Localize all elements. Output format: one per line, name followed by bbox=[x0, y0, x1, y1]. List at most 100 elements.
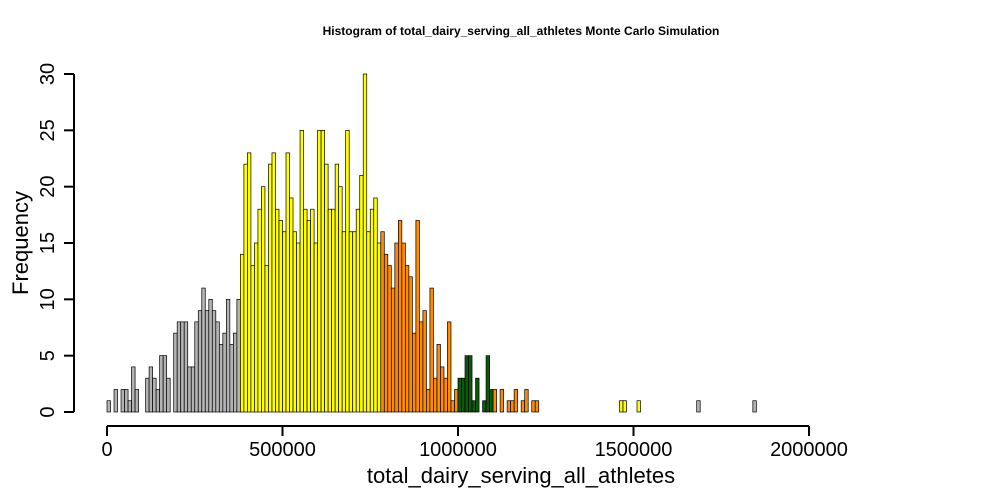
histogram-bar bbox=[324, 163, 329, 413]
histogram-bar bbox=[331, 208, 336, 413]
histogram-bar bbox=[187, 366, 192, 413]
histogram-bar bbox=[338, 186, 343, 413]
y-axis-label: Frequency bbox=[8, 191, 33, 295]
histogram-bar bbox=[296, 242, 301, 413]
histogram-bar bbox=[145, 377, 150, 413]
histogram-bar bbox=[113, 389, 118, 413]
histogram-bar bbox=[369, 208, 375, 413]
histogram-bar bbox=[534, 400, 540, 413]
histogram-bar bbox=[485, 355, 490, 413]
histogram-bar bbox=[499, 389, 504, 413]
x-tick-label: 1000000 bbox=[419, 439, 497, 461]
histogram-bar bbox=[257, 208, 262, 413]
chart-title: Histogram of total_dairy_serving_all_ath… bbox=[323, 24, 720, 38]
histogram-bar bbox=[320, 129, 325, 413]
histogram-bar bbox=[204, 310, 210, 413]
histogram-bar bbox=[489, 389, 494, 413]
histogram-bar bbox=[636, 400, 641, 413]
histogram-bar bbox=[429, 287, 434, 413]
histogram-bar bbox=[218, 344, 224, 413]
histogram-bar bbox=[131, 366, 136, 413]
x-tick-label: 0 bbox=[101, 439, 112, 461]
histogram-bar bbox=[289, 197, 294, 413]
histogram-bar bbox=[355, 208, 361, 413]
histogram-bar bbox=[292, 231, 297, 413]
histogram-bar bbox=[155, 389, 160, 413]
histogram-bar bbox=[520, 400, 526, 413]
histogram-bar bbox=[106, 400, 111, 413]
histogram-bar bbox=[243, 163, 248, 413]
histogram-bar bbox=[127, 400, 132, 413]
y-tick-label: 20 bbox=[37, 176, 59, 198]
histogram-bar bbox=[211, 310, 217, 413]
histogram-bar bbox=[201, 287, 206, 413]
histogram-bar bbox=[215, 321, 220, 413]
histogram-bar bbox=[619, 400, 624, 413]
histogram-bar bbox=[183, 321, 189, 413]
histogram-bar bbox=[250, 265, 255, 413]
histogram-bar bbox=[222, 332, 227, 413]
histogram-bar bbox=[457, 377, 462, 413]
histogram-bar bbox=[124, 389, 129, 413]
y-tick-label: 0 bbox=[37, 406, 59, 417]
histogram-bar bbox=[134, 389, 139, 413]
histogram-bar bbox=[362, 73, 368, 413]
histogram-bar bbox=[254, 242, 259, 413]
y-tick-label: 30 bbox=[37, 63, 59, 85]
histogram-bar bbox=[482, 400, 487, 413]
histogram-bar bbox=[436, 344, 441, 413]
histogram-bar bbox=[197, 310, 203, 413]
histogram-bar bbox=[506, 400, 512, 413]
histogram-bar bbox=[433, 377, 438, 413]
histogram-bar bbox=[422, 310, 427, 413]
histogram-bar bbox=[162, 355, 168, 413]
histogram-bar bbox=[531, 400, 536, 413]
histogram-bar bbox=[148, 366, 153, 413]
x-tick-label: 500000 bbox=[249, 439, 316, 461]
histogram-bar bbox=[359, 175, 364, 413]
histogram-bar bbox=[752, 400, 757, 413]
bars-group bbox=[106, 73, 757, 413]
y-tick-label: 10 bbox=[37, 288, 59, 310]
histogram-bar bbox=[366, 231, 371, 413]
y-tick-label: 25 bbox=[37, 119, 59, 141]
y-tick-label: 5 bbox=[37, 350, 59, 361]
histogram-bar bbox=[419, 321, 424, 413]
histogram-bar bbox=[327, 208, 332, 413]
histogram-bar bbox=[405, 265, 410, 413]
histogram-bar bbox=[225, 298, 231, 413]
histogram-bar bbox=[461, 377, 466, 413]
histogram-bar bbox=[696, 400, 701, 413]
histogram-bar bbox=[345, 129, 350, 413]
histogram-bar bbox=[334, 163, 340, 413]
histogram-bar bbox=[383, 253, 389, 413]
histogram-bar bbox=[397, 220, 403, 413]
histogram-bar bbox=[622, 400, 627, 413]
histogram-bar bbox=[373, 197, 378, 413]
histogram-bar bbox=[278, 220, 283, 413]
histogram-bar bbox=[454, 389, 459, 413]
histogram-bar bbox=[282, 231, 287, 413]
histogram-bar bbox=[236, 298, 241, 413]
histogram-bar bbox=[415, 220, 420, 413]
histogram-bar bbox=[394, 242, 399, 413]
x-axis: 0 500000 1000000 1500000 2000000 bbox=[101, 425, 848, 461]
histogram-bar bbox=[120, 389, 125, 413]
histogram-bar bbox=[310, 208, 315, 413]
histogram-bar bbox=[475, 377, 480, 413]
histogram-bar bbox=[261, 186, 266, 413]
histogram-bar bbox=[380, 231, 385, 413]
histogram-bar bbox=[208, 298, 213, 413]
histogram-bar bbox=[390, 287, 396, 413]
histogram-bar bbox=[471, 400, 476, 413]
histogram-bar bbox=[173, 332, 178, 413]
histogram-bar bbox=[176, 321, 182, 413]
histogram-bar bbox=[492, 389, 497, 413]
histogram-bar bbox=[159, 355, 164, 413]
histogram-bar bbox=[376, 242, 382, 413]
x-tick-label: 2000000 bbox=[770, 439, 848, 461]
histogram-bar bbox=[408, 276, 413, 413]
histogram-bar bbox=[194, 321, 199, 413]
histogram-bar bbox=[271, 152, 276, 413]
histogram-bar bbox=[387, 265, 392, 413]
